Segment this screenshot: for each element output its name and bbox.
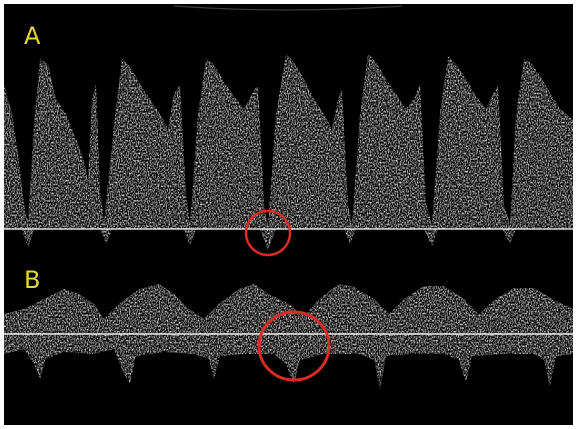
panel-a-reverse-flow (22, 229, 516, 250)
panel-b-marker-circle (257, 310, 331, 382)
panel-b-lower-envelope (4, 334, 573, 389)
panel-b-label: B (24, 266, 41, 294)
doppler-figure: A B (4, 4, 573, 425)
panel-b-waveform (4, 284, 573, 389)
doppler-spectrogram (4, 5, 573, 389)
panel-a-waveform (4, 54, 573, 229)
panel-a-envelope (4, 54, 573, 229)
top-edge-artifact (173, 5, 403, 11)
panel-b-envelope (4, 284, 573, 334)
panel-a-marker-circle (244, 209, 292, 257)
panel-a-label: A (24, 22, 41, 50)
